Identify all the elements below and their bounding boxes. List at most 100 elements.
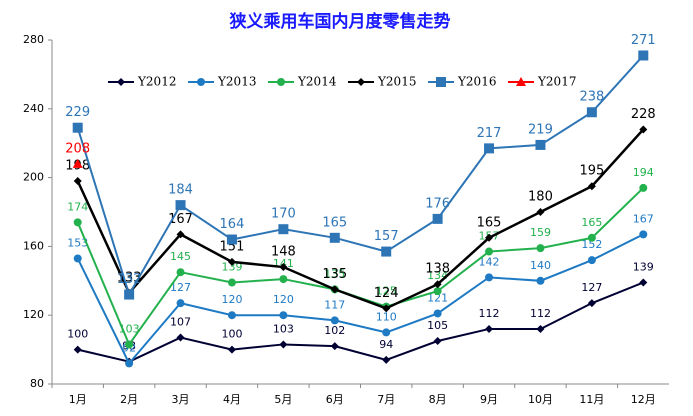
data-label: 208 bbox=[65, 141, 90, 156]
legend-label: Y2017 bbox=[537, 75, 576, 89]
x-tick-label: 2月 bbox=[120, 393, 138, 406]
data-label: 107 bbox=[170, 316, 191, 329]
data-label: 152 bbox=[581, 238, 602, 251]
data-point bbox=[433, 280, 442, 289]
x-tick-label: 3月 bbox=[172, 393, 190, 406]
x-tick-label: 4月 bbox=[223, 393, 241, 406]
data-point bbox=[638, 50, 649, 61]
data-label: 167 bbox=[633, 212, 654, 225]
data-point bbox=[329, 232, 340, 243]
data-label: 229 bbox=[65, 105, 90, 120]
data-label: 110 bbox=[376, 310, 397, 323]
data-label: 100 bbox=[221, 328, 242, 341]
data-label: 165 bbox=[581, 216, 602, 229]
data-label: 180 bbox=[528, 190, 553, 205]
data-label: 124 bbox=[374, 286, 399, 301]
data-label: 164 bbox=[220, 217, 245, 232]
y-tick-label: 160 bbox=[23, 239, 44, 252]
data-label: 157 bbox=[374, 229, 399, 244]
data-point bbox=[432, 213, 443, 224]
data-point bbox=[125, 340, 134, 349]
data-point bbox=[639, 230, 648, 239]
data-point bbox=[279, 311, 288, 320]
series-line bbox=[77, 281, 644, 363]
data-label: 176 bbox=[425, 196, 450, 211]
data-label: 135 bbox=[324, 267, 345, 280]
data-label: 184 bbox=[168, 183, 193, 198]
data-label: 121 bbox=[427, 291, 448, 304]
legend-label: Y2016 bbox=[457, 75, 496, 89]
data-point bbox=[536, 276, 545, 285]
data-point bbox=[72, 122, 83, 133]
series-line bbox=[76, 233, 644, 366]
data-point bbox=[484, 143, 495, 154]
data-label: 238 bbox=[579, 90, 604, 105]
data-label: 142 bbox=[479, 255, 500, 268]
data-point bbox=[125, 359, 134, 368]
data-point bbox=[227, 257, 236, 266]
x-tick-label: 8月 bbox=[429, 393, 447, 406]
data-point bbox=[433, 287, 442, 296]
data-label: 271 bbox=[631, 33, 656, 48]
legend-marker bbox=[357, 78, 365, 86]
y-tick-label: 240 bbox=[23, 102, 44, 115]
legend-marker bbox=[436, 77, 446, 87]
legend-marker bbox=[516, 77, 526, 86]
data-point bbox=[535, 139, 546, 150]
data-label: 140 bbox=[530, 259, 551, 272]
data-label: 194 bbox=[633, 166, 654, 179]
series-line bbox=[76, 128, 645, 310]
data-point bbox=[381, 246, 392, 257]
data-label: 174 bbox=[67, 200, 88, 213]
data-label: 151 bbox=[220, 239, 245, 254]
x-tick-label: 1月 bbox=[69, 393, 87, 406]
data-point bbox=[176, 333, 185, 342]
data-label: 165 bbox=[477, 215, 502, 230]
data-label: 145 bbox=[170, 250, 191, 263]
legend-marker bbox=[197, 78, 205, 86]
data-point bbox=[73, 177, 82, 186]
series-line bbox=[76, 54, 645, 298]
data-label: 219 bbox=[528, 122, 553, 137]
data-point bbox=[587, 182, 596, 191]
data-point bbox=[73, 254, 82, 263]
x-tick-label: 9月 bbox=[480, 393, 498, 406]
data-point bbox=[485, 247, 494, 256]
x-tick-label: 5月 bbox=[274, 393, 292, 406]
data-point bbox=[176, 299, 185, 308]
data-label: 132 bbox=[117, 272, 142, 287]
data-label: 103 bbox=[273, 322, 294, 335]
x-tick-label: 11月 bbox=[579, 393, 604, 406]
data-point bbox=[278, 224, 289, 235]
data-point bbox=[227, 345, 236, 354]
x-tick-label: 7月 bbox=[377, 393, 395, 406]
data-label: 127 bbox=[170, 281, 191, 294]
y-tick-label: 200 bbox=[23, 171, 44, 184]
data-label: 148 bbox=[271, 245, 296, 260]
x-tick-label: 6月 bbox=[326, 393, 344, 406]
data-point bbox=[330, 316, 339, 325]
data-point bbox=[279, 275, 288, 284]
data-point bbox=[227, 311, 236, 320]
x-tick-label: 12月 bbox=[631, 393, 656, 406]
legend-label: Y2012 bbox=[137, 75, 176, 89]
data-point bbox=[279, 340, 288, 349]
x-tick-label: 10月 bbox=[528, 393, 553, 406]
legend-label: Y2013 bbox=[217, 75, 256, 89]
data-point bbox=[536, 324, 545, 333]
data-label: 153 bbox=[67, 236, 88, 249]
data-label: 139 bbox=[221, 261, 242, 274]
data-point bbox=[485, 273, 494, 282]
data-point bbox=[226, 234, 237, 245]
data-label: 94 bbox=[379, 338, 393, 351]
data-point bbox=[586, 107, 597, 118]
data-point bbox=[382, 355, 391, 364]
data-point bbox=[536, 208, 545, 216]
data-label: 165 bbox=[322, 215, 347, 230]
data-label: 102 bbox=[324, 324, 345, 337]
data-point bbox=[485, 324, 494, 333]
data-point bbox=[330, 342, 339, 351]
y-tick-label: 280 bbox=[23, 33, 44, 46]
data-point bbox=[227, 278, 236, 287]
